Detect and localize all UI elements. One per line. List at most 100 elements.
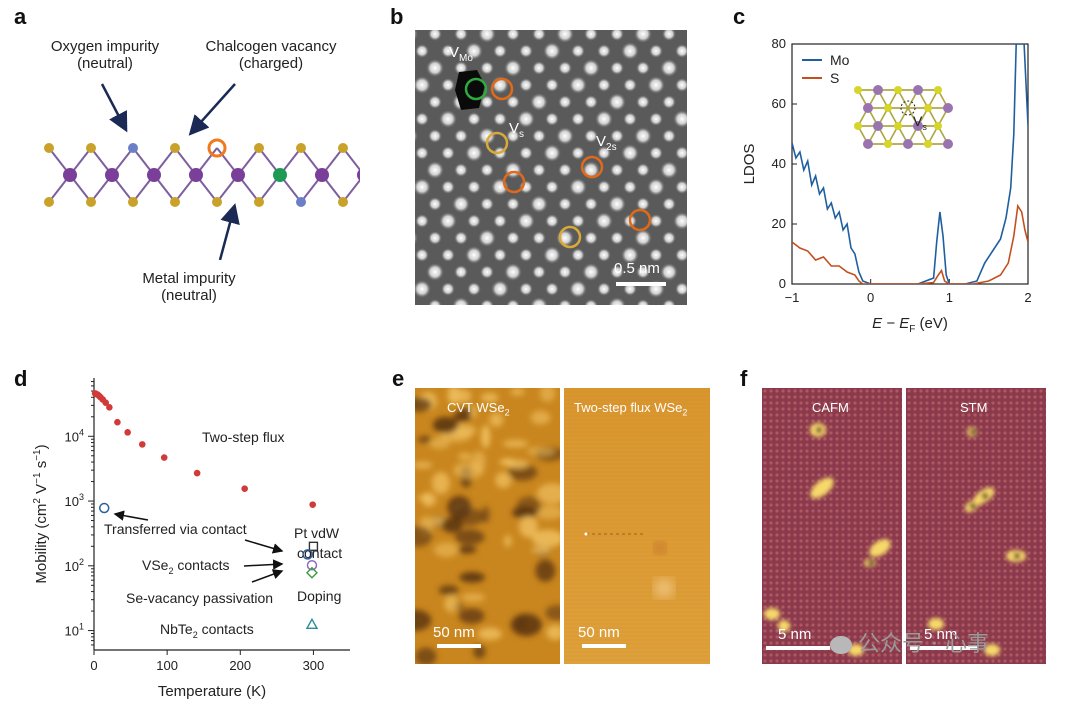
legend-label-mo: Mo <box>830 52 850 68</box>
lattice-bonds <box>48 147 360 203</box>
series-line-mo <box>792 44 1028 284</box>
x-tick-label: 200 <box>229 658 251 673</box>
lattice-atoms <box>44 138 360 207</box>
oxygen-arrow <box>100 83 128 133</box>
y-tick-label: 20 <box>772 216 786 231</box>
x-axis-label: Temperature (K) <box>158 683 266 700</box>
flux-scale-bar <box>582 644 626 648</box>
point-doping <box>305 566 318 579</box>
ann-two-step-flux: Two-step flux <box>202 429 284 445</box>
metal-atom <box>357 169 360 181</box>
x-tick-label: 2 <box>1024 290 1031 305</box>
chalcogen-atom <box>86 197 96 207</box>
y-tick-label: 103 <box>65 492 84 509</box>
point-pt-vdw-contact <box>308 541 319 552</box>
ldos-legend: Mo S <box>802 52 850 86</box>
cafm-image: CAFM 5 nm <box>762 388 902 664</box>
chalcogen-atom <box>128 197 138 207</box>
point-two-step-flux <box>309 501 316 508</box>
point-two-step-flux <box>241 485 248 493</box>
chalcogen-atom <box>254 197 264 207</box>
oxygen-impurity-label: Oxygen impurity (neutral) <box>50 38 160 72</box>
x-tick-label: 1 <box>946 290 953 305</box>
metal-impurity-atom <box>273 168 287 182</box>
ann-se-vacancy: Se-vacancy passivation <box>126 590 273 606</box>
ann-nbte2: NbTe2 contacts <box>160 621 254 640</box>
ann-pt-vdw-2: contact <box>297 545 342 561</box>
x-tick-label: 0 <box>867 290 874 305</box>
vacancy-marker-1 <box>490 77 514 101</box>
x-tick-label: 300 <box>303 658 325 673</box>
metal-arrow <box>218 203 240 260</box>
point-two-step-flux <box>102 399 110 407</box>
metal-atom <box>105 168 119 182</box>
panel-f-label: f <box>740 366 748 391</box>
panel-e-label: e <box>392 366 405 391</box>
x-tick-label: 0 <box>90 658 97 673</box>
y-axis-label: Mobility (cm2 V−1 s−1) <box>32 444 50 583</box>
flux-scale-label: 50 nm <box>578 624 620 641</box>
point-two-step-flux <box>193 469 201 477</box>
chalcogen-atom <box>44 143 54 153</box>
ann-transferred: Transferred via contact <box>104 521 247 537</box>
stm-image: STM 5 nm <box>906 388 1046 664</box>
cafm-scale-label: 5 nm <box>778 626 812 643</box>
chalcogen-atom <box>128 143 138 153</box>
point-two-step-flux <box>114 418 121 426</box>
plot-frame <box>791 43 1029 285</box>
point-two-step-flux <box>106 404 113 411</box>
flux-wse2-afm-image: Two-step flux WSe2 50 nm <box>564 388 710 664</box>
cafm-scale-bar <box>766 646 830 650</box>
chalcogen-atom <box>296 197 306 207</box>
cafm-title: CAFM <box>812 400 849 415</box>
ann-vse2: VSe2 contacts <box>142 557 230 576</box>
vs-marker-1 <box>485 131 509 155</box>
point-se-vacancy-passivation <box>306 560 318 571</box>
metal-atom <box>63 168 77 182</box>
vacancy-marker-3 <box>628 208 652 232</box>
mobility-chart: 0 100 200 300 101 102 103 104 Temperature (K) Mob… <box>32 378 350 700</box>
y-tick-label: 80 <box>772 36 786 51</box>
arrow-vse2 <box>243 559 284 570</box>
arrow-transferred <box>113 510 149 521</box>
cvt-scale-label: 50 nm <box>433 624 475 641</box>
x-tick-label: −1 <box>785 290 800 305</box>
chalcogen-vacancy-label: Chalcogen vacancy (charged) <box>205 38 337 72</box>
metal-atom <box>231 168 245 182</box>
y-tick-label: 101 <box>65 622 84 639</box>
chalcogen-atom <box>170 197 180 207</box>
vacancy-arrow <box>188 83 236 136</box>
panel-c-label: c <box>733 4 746 29</box>
chalcogen-atom <box>254 143 264 153</box>
y-tick-label: 60 <box>772 96 786 111</box>
point-two-step-flux <box>124 429 131 436</box>
v2s-label: V2s <box>596 133 617 153</box>
x-tick-label: 100 <box>156 658 178 673</box>
point-vse2-contacts <box>302 549 313 560</box>
vacancy-marker-2 <box>502 170 526 194</box>
chalcogen-atom <box>170 143 180 153</box>
stm-scale-label: 5 nm <box>924 626 958 643</box>
chalcogen-atom <box>212 197 222 207</box>
metal-atom <box>189 168 203 182</box>
ann-doping: Doping <box>297 588 341 604</box>
chalcogen-atom <box>338 143 348 153</box>
inset-vs-label: Vs <box>913 113 927 132</box>
stem-image: VMo Vs V2s 0.5 nm <box>415 30 687 305</box>
crystal-lattice-diagram <box>44 83 360 260</box>
arrow-sevac <box>251 569 284 583</box>
point-two-step-flux <box>138 441 146 448</box>
panel-d-label: d <box>14 366 28 391</box>
flux-title: Two-step flux WSe2 <box>574 400 688 418</box>
series-line-s <box>792 203 1028 284</box>
arrow-pt <box>244 539 284 554</box>
metal-atom <box>147 168 161 182</box>
panel-b-label: b <box>390 4 404 29</box>
chalcogen-atom <box>86 143 96 153</box>
metal-impurity-label: Metal impurity (neutral) <box>142 270 236 304</box>
chalcogen-atom <box>44 197 54 207</box>
cvt-scale-bar <box>437 644 481 648</box>
stem-scale-label: 0.5 nm <box>614 260 660 277</box>
x-axis-label: E − EF (eV) <box>872 315 948 335</box>
